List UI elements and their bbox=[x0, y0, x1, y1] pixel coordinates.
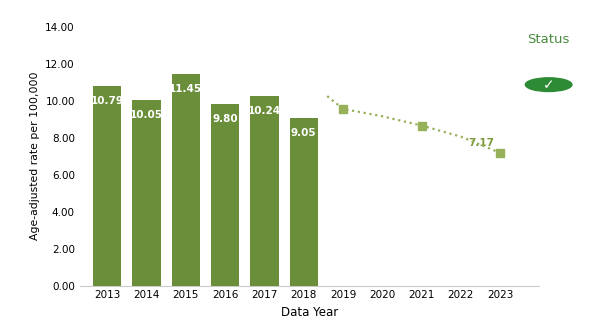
Y-axis label: Age-adjusted rate per 100,000: Age-adjusted rate per 100,000 bbox=[29, 72, 40, 240]
Text: 10.24: 10.24 bbox=[248, 106, 281, 116]
Text: ✓: ✓ bbox=[543, 78, 554, 92]
Text: 9.80: 9.80 bbox=[212, 115, 238, 124]
Bar bbox=[172, 74, 200, 286]
Ellipse shape bbox=[525, 78, 572, 92]
X-axis label: Data Year: Data Year bbox=[281, 306, 338, 319]
Text: 10.79: 10.79 bbox=[91, 96, 124, 106]
Text: 7.17: 7.17 bbox=[468, 138, 494, 148]
Bar bbox=[132, 100, 161, 286]
Text: 9.05: 9.05 bbox=[291, 128, 316, 138]
Text: 10.05: 10.05 bbox=[130, 110, 163, 120]
Bar bbox=[250, 96, 278, 286]
Bar bbox=[289, 118, 318, 286]
Text: Status: Status bbox=[527, 33, 570, 46]
Bar bbox=[211, 104, 239, 286]
Text: 11.45: 11.45 bbox=[169, 84, 202, 94]
Bar bbox=[93, 86, 121, 286]
